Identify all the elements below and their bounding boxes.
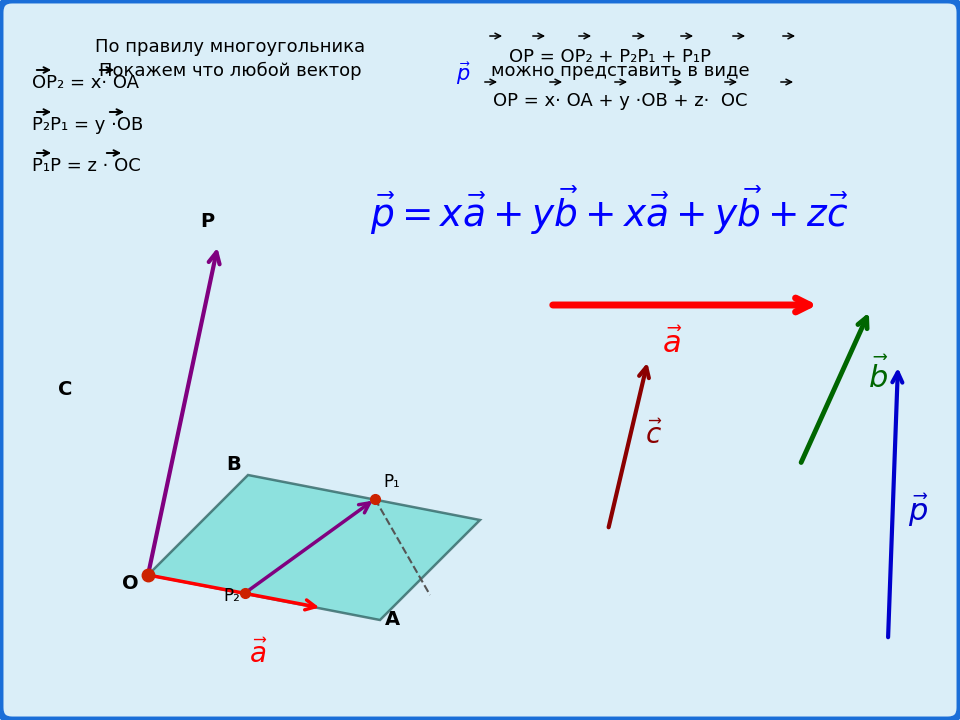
Text: P₂P₁ = y ·OB: P₂P₁ = y ·OB	[32, 116, 143, 134]
Text: OP = x· OA + y ·OB + z·  OC: OP = x· OA + y ·OB + z· OC	[492, 92, 747, 110]
Text: P₂: P₂	[223, 587, 240, 605]
Text: B: B	[226, 455, 241, 474]
Text: $\vec{a}$: $\vec{a}$	[661, 328, 683, 359]
Text: $\vec{b}$: $\vec{b}$	[868, 356, 888, 394]
Text: $\vec{p}$: $\vec{p}$	[908, 492, 928, 528]
Text: P: P	[200, 212, 214, 231]
Text: $\vec{a}$: $\vec{a}$	[249, 640, 267, 669]
Text: A: A	[385, 610, 400, 629]
Polygon shape	[148, 475, 480, 620]
Text: P₁P = z · OC: P₁P = z · OC	[32, 157, 141, 175]
Text: OP₂ = x· OA: OP₂ = x· OA	[32, 74, 139, 92]
Text: $\vec{c}$: $\vec{c}$	[645, 420, 663, 449]
Text: можно представить в виде: можно представить в виде	[491, 62, 750, 80]
Text: OP = OP₂ + P₂P₁ + P₁P: OP = OP₂ + P₂P₁ + P₁P	[509, 48, 711, 66]
Text: По правилу многоугольника: По правилу многоугольника	[95, 38, 365, 56]
Text: $\vec{p}$: $\vec{p}$	[456, 60, 470, 87]
Text: P₁: P₁	[383, 473, 399, 491]
Text: $\vec{p} = x\vec{a} + y\vec{b} + x\vec{a} + y\vec{b} + z\vec{c}$: $\vec{p} = x\vec{a} + y\vec{b} + x\vec{a…	[370, 185, 849, 238]
Text: Покажем что любой вектор: Покажем что любой вектор	[99, 62, 361, 80]
Text: O: O	[122, 574, 138, 593]
Text: C: C	[58, 380, 72, 399]
